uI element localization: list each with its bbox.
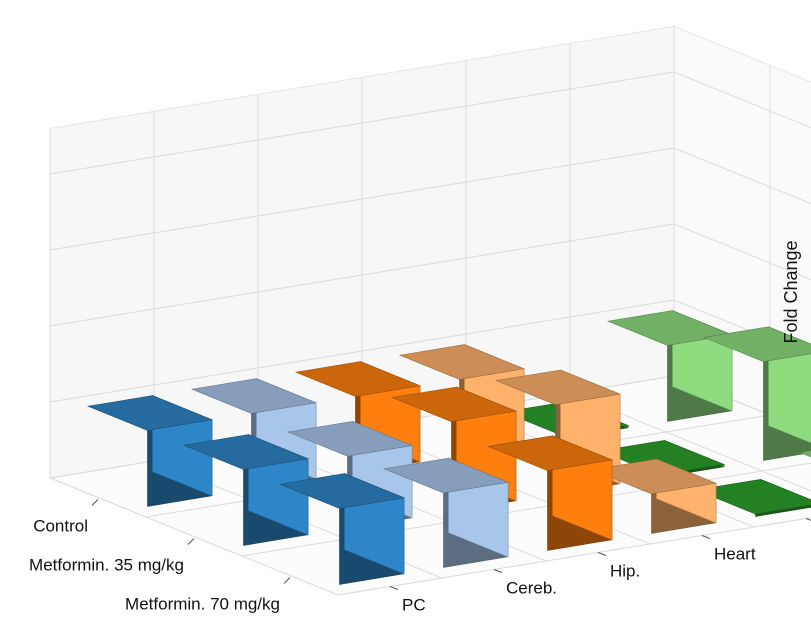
bar-Hip.-Metformin. 70 mg/kg <box>486 435 614 551</box>
grid-line-y <box>49 128 339 596</box>
bar-top-face <box>278 473 406 509</box>
bar-top-face <box>694 479 811 515</box>
bar-top-face <box>294 361 422 397</box>
y-tick-label: PC <box>402 596 426 615</box>
bar-top-face <box>286 421 414 457</box>
y-tick-label: Hip. <box>610 562 640 581</box>
x-tick-label: Control <box>33 517 88 536</box>
bar-top-face <box>86 395 214 431</box>
x-tick-mark <box>283 577 291 584</box>
y-tick-label: Heart <box>714 545 756 564</box>
bar-top-face <box>590 458 718 495</box>
tick-labels: Control Metformin. 35 mg/kg Metformin. 70 … <box>29 499 811 615</box>
y-tick-mark <box>805 518 811 521</box>
bar-M.sol.-Metformin. 35 mg/kg <box>702 326 811 461</box>
bar-PC-Control <box>86 395 214 507</box>
bar-Cereb.-Metformin. 70 mg/kg <box>382 457 510 568</box>
bar-top-face <box>190 378 318 414</box>
bar-top-face <box>798 450 811 458</box>
x-tick-label: Metformin. 35 mg/kg <box>29 556 184 575</box>
bar-top-face <box>486 435 614 471</box>
y-tick-mark <box>597 552 607 556</box>
bar-PC-Metformin. 70 mg/kg <box>278 473 406 585</box>
bar-PC-Metformin. 35 mg/kg <box>182 434 310 546</box>
bar-top-face <box>390 386 518 423</box>
y-tick-mark <box>701 535 711 539</box>
bar-Heart-Metformin. 70 mg/kg <box>590 458 718 534</box>
bar-top-face <box>382 457 510 494</box>
y-tick-label: Cereb. <box>506 579 557 598</box>
bar-top-face <box>494 369 622 406</box>
y-tick-mark <box>493 569 503 573</box>
x-tick-mark <box>187 538 195 545</box>
bar-top-face <box>398 344 526 380</box>
bars <box>86 310 811 585</box>
bar-top-face <box>702 326 811 362</box>
x-tick-label: Metformin. 70 mg/kg <box>125 595 280 614</box>
bar-front-face <box>755 504 811 517</box>
x-tick-mark <box>91 499 99 506</box>
bar-top-face <box>182 434 310 470</box>
bar-M.sol.-Metformin. 70 mg/kg <box>798 450 811 458</box>
bar-M.quadr.-Metformin. 70 mg/kg <box>694 478 811 517</box>
y-tick-mark <box>389 586 399 590</box>
zlabel: Fold Change <box>781 240 801 343</box>
